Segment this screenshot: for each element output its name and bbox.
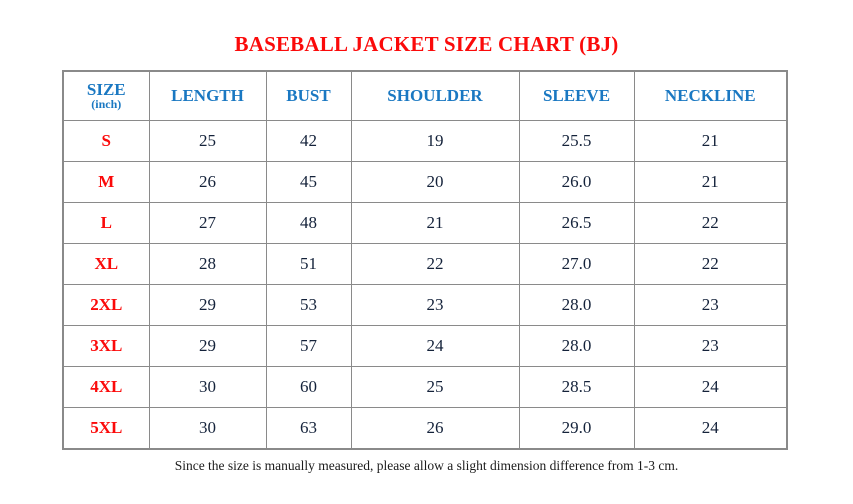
table-row: 3XL 29 57 24 28.0 23	[62, 325, 788, 367]
cell-shoulder: 20	[350, 161, 520, 203]
cell-length: 27	[148, 202, 267, 244]
cell-length: 28	[148, 243, 267, 285]
cell-shoulder: 24	[350, 325, 520, 367]
cell-shoulder: 26	[350, 407, 520, 450]
cell-sleeve: 26.0	[518, 161, 635, 203]
cell-bust: 51	[265, 243, 352, 285]
cell-bust: 57	[265, 325, 352, 367]
cell-shoulder: 23	[350, 284, 520, 326]
column-header-sleeve: SLEEVE	[518, 70, 635, 121]
cell-size: 5XL	[62, 407, 150, 450]
column-header-neckline: NECKLINE	[633, 70, 788, 121]
measurement-disclaimer: Since the size is manually measured, ple…	[174, 458, 679, 473]
table-row: S 25 42 19 25.5 21	[62, 120, 788, 162]
table-header-row: SIZE (inch) LENGTH BUST SHOULDER SLEEVE …	[62, 70, 788, 121]
table-row: 4XL 30 60 25 28.5 24	[62, 366, 788, 408]
column-header-shoulder: SHOULDER	[350, 70, 520, 121]
cell-neckline: 22	[633, 243, 788, 285]
cell-neckline: 21	[633, 161, 788, 203]
cell-bust: 45	[265, 161, 352, 203]
cell-neckline: 24	[633, 366, 788, 408]
cell-neckline: 21	[633, 120, 788, 162]
cell-size: 2XL	[62, 284, 150, 326]
cell-sleeve: 29.0	[518, 407, 635, 450]
cell-neckline: 23	[633, 325, 788, 367]
cell-sleeve: 26.5	[518, 202, 635, 244]
column-header-size: SIZE (inch)	[62, 70, 150, 121]
cell-shoulder: 21	[350, 202, 520, 244]
cell-sleeve: 28.0	[518, 284, 635, 326]
cell-sleeve: 28.0	[518, 325, 635, 367]
cell-length: 26	[148, 161, 267, 203]
cell-bust: 60	[265, 366, 352, 408]
column-header-length: LENGTH	[148, 70, 267, 121]
table-row: M 26 45 20 26.0 21	[62, 161, 788, 203]
page-title: BASEBALL JACKET SIZE CHART (BJ)	[234, 32, 619, 56]
cell-size: M	[62, 161, 150, 203]
cell-neckline: 23	[633, 284, 788, 326]
cell-sleeve: 27.0	[518, 243, 635, 285]
size-chart-table-wrap: SIZE (inch) LENGTH BUST SHOULDER SLEEVE …	[62, 70, 788, 450]
cell-shoulder: 25	[350, 366, 520, 408]
cell-shoulder: 22	[350, 243, 520, 285]
cell-bust: 53	[265, 284, 352, 326]
table-body: S 25 42 19 25.5 21 M 26 45 20 26.0 21 L 27 48 21 26.5 22 X…	[62, 120, 788, 450]
column-header-size-unit: (inch)	[91, 97, 122, 112]
column-header-size-label: SIZE	[86, 80, 126, 100]
cell-shoulder: 19	[350, 120, 520, 162]
cell-sleeve: 28.5	[518, 366, 635, 408]
table-row: L 27 48 21 26.5 22	[62, 202, 788, 244]
cell-length: 25	[148, 120, 267, 162]
cell-length: 29	[148, 284, 267, 326]
cell-neckline: 22	[633, 202, 788, 244]
cell-size: XL	[62, 243, 150, 285]
table-row: 2XL 29 53 23 28.0 23	[62, 284, 788, 326]
cell-length: 30	[148, 366, 267, 408]
cell-size: S	[62, 120, 150, 162]
cell-length: 29	[148, 325, 267, 367]
cell-bust: 48	[265, 202, 352, 244]
cell-size: 3XL	[62, 325, 150, 367]
table-row: XL 28 51 22 27.0 22	[62, 243, 788, 285]
cell-neckline: 24	[633, 407, 788, 450]
column-header-bust: BUST	[265, 70, 352, 121]
table-header: SIZE (inch) LENGTH BUST SHOULDER SLEEVE …	[62, 70, 788, 121]
cell-bust: 42	[265, 120, 352, 162]
cell-length: 30	[148, 407, 267, 450]
cell-size: L	[62, 202, 150, 244]
cell-bust: 63	[265, 407, 352, 450]
size-chart-table: SIZE (inch) LENGTH BUST SHOULDER SLEEVE …	[62, 70, 788, 450]
cell-size: 4XL	[62, 366, 150, 408]
cell-sleeve: 25.5	[518, 120, 635, 162]
table-row: 5XL 30 63 26 29.0 24	[62, 407, 788, 450]
